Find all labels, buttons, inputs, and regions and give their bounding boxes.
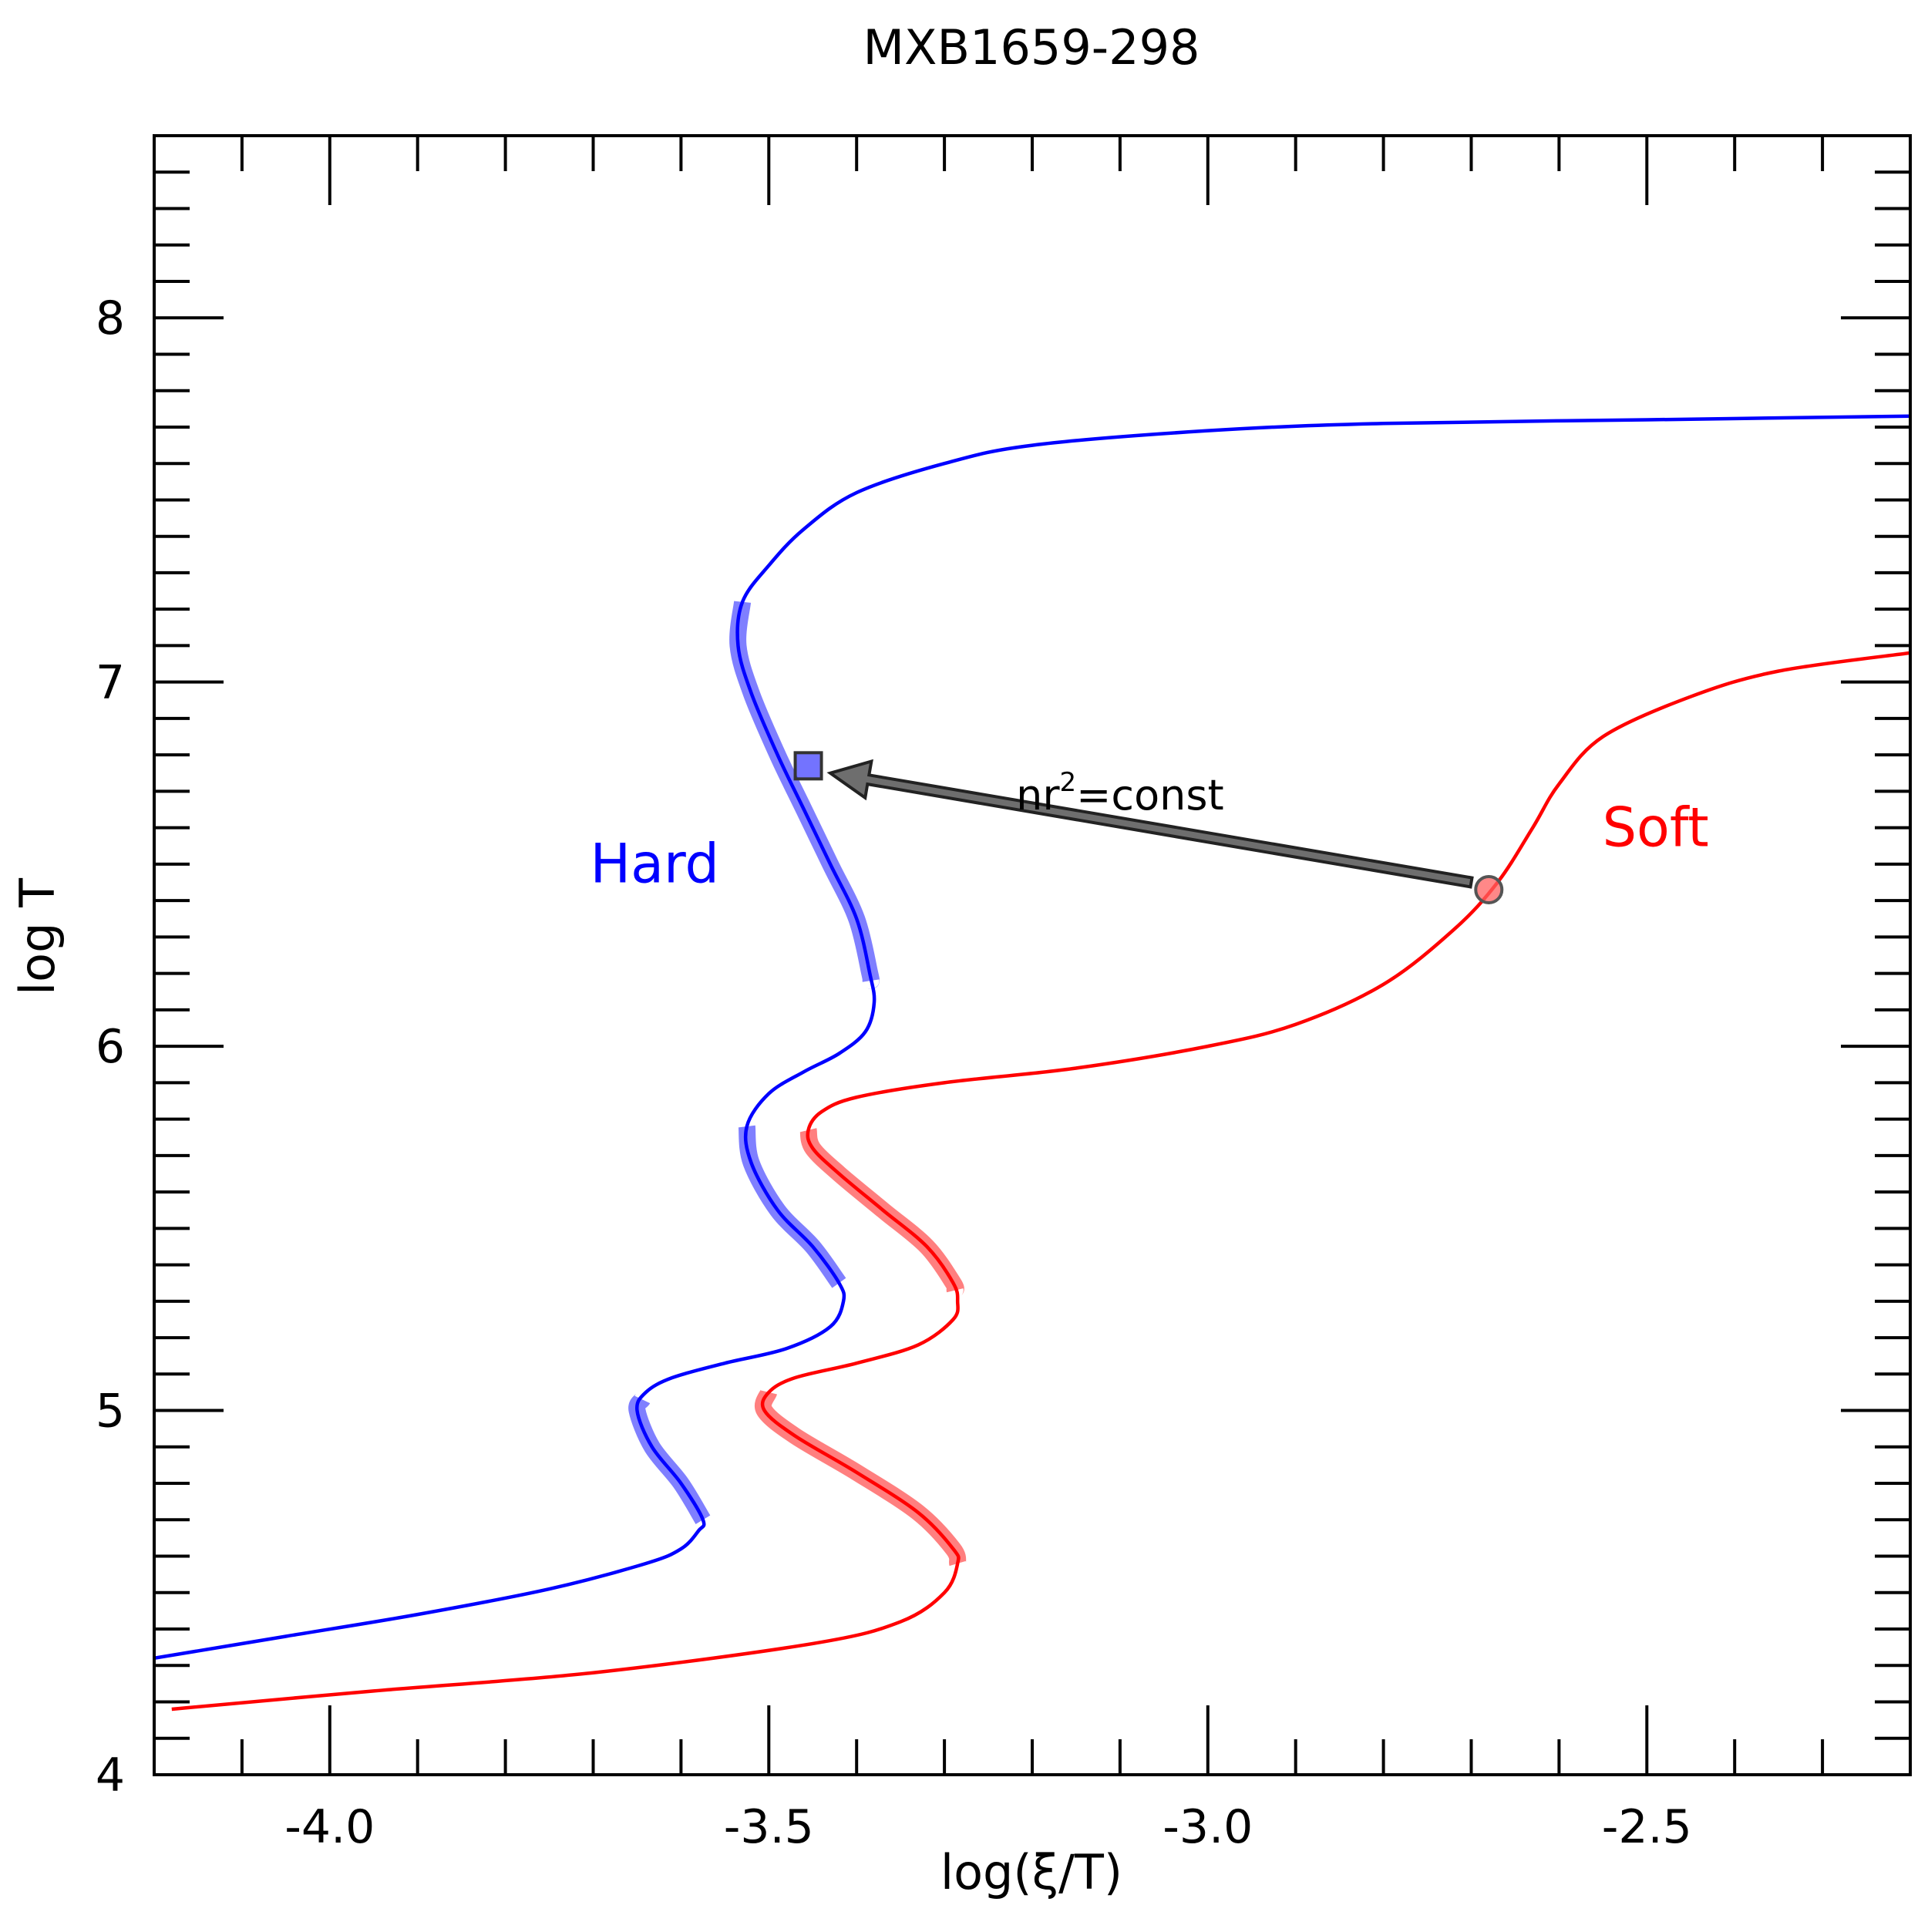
hard-label: Hard (590, 833, 719, 896)
major-ticks (154, 136, 1910, 1775)
y-tick-label: 7 (96, 656, 125, 710)
x-tick-label: -3.5 (724, 1800, 814, 1854)
soft-label: Soft (1603, 796, 1709, 859)
y-tick-label: 5 (96, 1385, 125, 1439)
x-tick-label: -4.0 (284, 1800, 375, 1854)
soft-point (1474, 874, 1504, 904)
y-tick-label: 8 (96, 291, 125, 345)
plot-frame (153, 134, 1912, 1776)
y-tick-label: 6 (96, 1020, 125, 1074)
y-tick-label: 4 (96, 1749, 125, 1802)
chart-title: MXB1659-298 (863, 19, 1200, 76)
transition-arrow (826, 759, 1474, 889)
hard-curve (154, 414, 1910, 1661)
y-axis-label: log T (9, 877, 66, 995)
overlay (793, 751, 1504, 904)
const-annotation: nr2=const (1016, 767, 1224, 820)
minor-ticks (154, 136, 1910, 1775)
hard-point (793, 751, 823, 781)
const-annotation-superscript: 2 (1060, 767, 1077, 798)
x-tick-label: -3.0 (1163, 1800, 1253, 1854)
const-annotation-base: nr (1016, 771, 1060, 820)
const-annotation-rest: =const (1076, 771, 1224, 820)
x-tick-label: -2.5 (1602, 1800, 1692, 1854)
y-tick-labels: 4 5 6 7 8 (96, 291, 125, 1802)
x-tick-labels: -4.0 -3.5 -3.0 -2.5 (284, 1800, 1692, 1854)
annotations: nr2=const Hard Soft (590, 767, 1708, 895)
x-axis-label: log(ξ/T) (940, 1844, 1122, 1900)
